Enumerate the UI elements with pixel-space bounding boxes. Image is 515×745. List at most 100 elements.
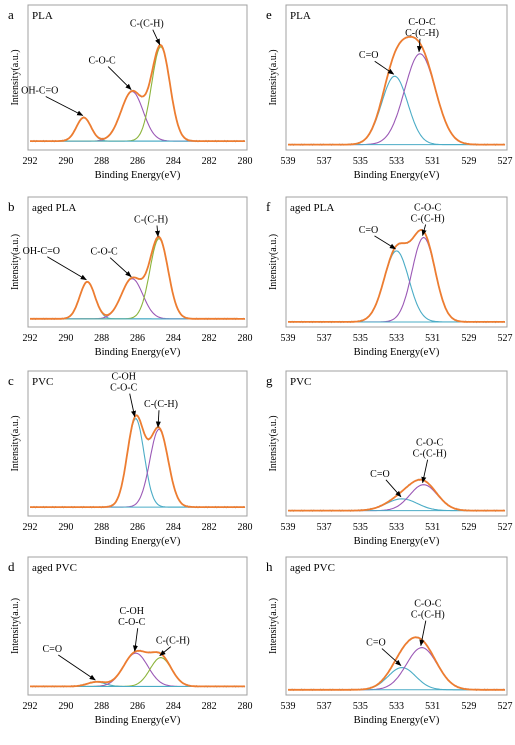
x-tick-label: 288: [94, 701, 109, 712]
component-curve: [30, 428, 245, 508]
peak-label: C=O: [359, 50, 379, 61]
raw-spectrum-line: [287, 228, 506, 324]
panel-title: PVC: [32, 376, 53, 388]
x-axis-label: Binding Energy(eV): [354, 536, 440, 547]
component-curve: [288, 236, 505, 323]
panel-frame: [27, 196, 248, 328]
x-tick-label: 292: [23, 522, 38, 533]
raw-spectrum-line: [29, 649, 246, 688]
panel-letter: e: [266, 7, 272, 22]
y-axis-label: Intensity(a.u.): [268, 415, 279, 471]
peak-arrow: [109, 257, 132, 278]
component-curve: [30, 418, 245, 508]
peak-label: C-OH: [119, 606, 143, 617]
xps-panel-g: g PVC Intensity(a.u.) 539 537 535 533 531 529 527…: [266, 370, 513, 547]
component-curve: [30, 90, 245, 142]
peak-label: C=O: [359, 225, 379, 236]
x-tick-label: 290: [58, 701, 73, 712]
fitted-envelope-line: [288, 636, 505, 691]
component-curve: [288, 75, 505, 146]
peak-label: C-(C-H): [411, 610, 445, 621]
peak-label: C-O-C: [91, 247, 119, 258]
peak-arrow: [132, 628, 139, 652]
x-axis-label: Binding Energy(eV): [354, 170, 440, 181]
component-curve: [288, 250, 505, 323]
x-tick-label: 537: [317, 701, 332, 712]
x-tick-label: 282: [202, 522, 217, 533]
panel-frame: [27, 4, 248, 151]
y-axis-label: Intensity(a.u.): [268, 234, 279, 290]
fitted-envelope-line: [288, 478, 505, 512]
peak-label: C=O: [366, 638, 386, 649]
x-axis-label: Binding Energy(eV): [354, 715, 440, 726]
x-tick-label: 529: [461, 522, 476, 533]
x-tick-label: 284: [166, 156, 181, 167]
x-tick-label: 531: [425, 701, 440, 712]
x-tick-label: 535: [353, 156, 368, 167]
panel-title: aged PLA: [32, 202, 76, 214]
xps-panel-h: h aged PVC Intensity(a.u.) 539 537 535 533 531 5…: [266, 556, 513, 726]
panel-letter: g: [266, 373, 273, 388]
peak-label: C-O-C: [118, 617, 146, 628]
peak-arrow: [155, 410, 161, 428]
x-tick-label: 535: [353, 701, 368, 712]
peak-arrow: [47, 256, 87, 281]
xps-panel-a: a PLA Intensity(a.u.) 292 290 288 286 284 282 280…: [8, 4, 253, 181]
peak-label: C-(C-H): [413, 449, 447, 460]
component-curve: [288, 484, 505, 512]
peak-arrow: [416, 38, 422, 53]
panel-letter: a: [8, 7, 14, 22]
x-tick-label: 531: [425, 522, 440, 533]
x-tick-label: 282: [202, 156, 217, 167]
x-tick-label: 531: [425, 333, 440, 344]
raw-spectrum-line: [29, 414, 246, 509]
panel-title: aged PVC: [290, 562, 335, 574]
y-axis-label: Intensity(a.u.): [268, 49, 279, 105]
peak-label: C-O-C: [416, 438, 444, 449]
component-curve: [288, 53, 505, 146]
panel-letter: f: [266, 199, 271, 214]
panel-letter: h: [266, 559, 273, 574]
peak-arrow: [159, 646, 172, 656]
x-tick-label: 529: [461, 333, 476, 344]
x-tick-label: 533: [389, 156, 404, 167]
x-tick-label: 529: [461, 156, 476, 167]
x-tick-label: 527: [498, 333, 513, 344]
peak-arrow: [152, 29, 161, 46]
x-axis-label: Binding Energy(eV): [95, 536, 181, 547]
panel-title: PLA: [290, 10, 311, 22]
x-axis-label: Binding Energy(eV): [95, 170, 181, 181]
x-tick-label: 288: [94, 156, 109, 167]
x-tick-label: 539: [281, 156, 296, 167]
peak-label: C-O-C: [414, 202, 442, 213]
x-tick-label: 282: [202, 333, 217, 344]
x-axis-label: Binding Energy(eV): [95, 715, 181, 726]
panel-frame: [285, 196, 508, 328]
x-tick-label: 280: [238, 522, 253, 533]
x-tick-label: 290: [58, 522, 73, 533]
peak-label: C-(C-H): [144, 399, 178, 410]
panel-title: aged PLA: [290, 202, 334, 214]
panel-frame: [285, 370, 508, 517]
x-tick-label: 533: [389, 701, 404, 712]
peak-label: C-O-C: [414, 599, 442, 610]
peak-arrow: [45, 96, 84, 116]
x-tick-label: 537: [317, 333, 332, 344]
peak-arrow: [419, 620, 427, 647]
fitted-envelope-line: [30, 649, 245, 688]
raw-spectrum-line: [287, 35, 506, 146]
x-tick-label: 537: [317, 156, 332, 167]
peak-label: C-O-C: [110, 383, 138, 394]
x-tick-label: 531: [425, 156, 440, 167]
peak-label: C-OH: [111, 372, 135, 383]
x-tick-label: 286: [130, 333, 145, 344]
raw-spectrum-line: [287, 636, 506, 692]
x-tick-label: 280: [238, 333, 253, 344]
x-tick-label: 280: [238, 701, 253, 712]
panel-title: aged PVC: [32, 562, 77, 574]
peak-label: C-(C-H): [134, 215, 168, 226]
y-axis-label: Intensity(a.u.): [10, 234, 21, 290]
panel-title: PLA: [32, 10, 53, 22]
x-tick-label: 280: [238, 156, 253, 167]
x-tick-label: 292: [23, 701, 38, 712]
